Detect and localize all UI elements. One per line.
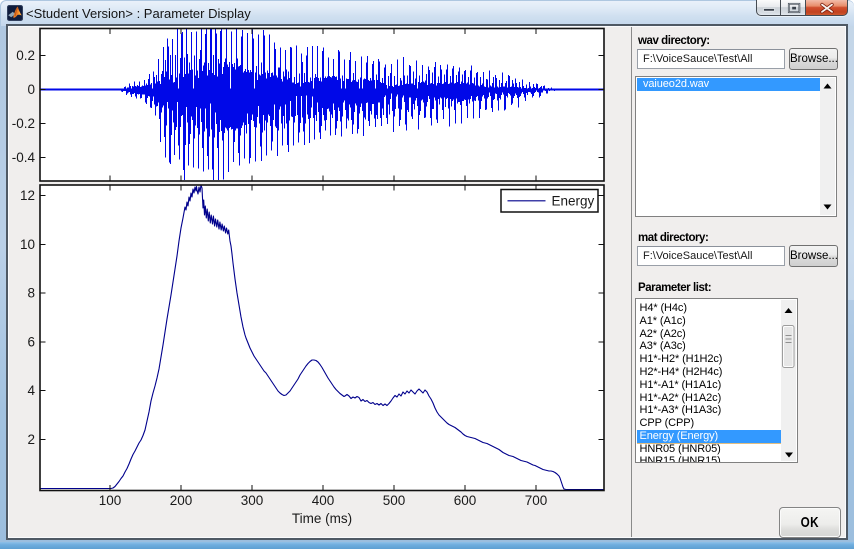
svg-text:Time (ms): Time (ms) xyxy=(292,511,352,526)
svg-text:400: 400 xyxy=(312,493,335,508)
svg-text:0: 0 xyxy=(27,82,35,97)
svg-text:10: 10 xyxy=(20,237,35,252)
svg-text:8: 8 xyxy=(27,286,35,301)
svg-text:500: 500 xyxy=(383,493,406,508)
svg-text:200: 200 xyxy=(170,493,193,508)
svg-text:0.2: 0.2 xyxy=(16,48,35,63)
svg-text:12: 12 xyxy=(20,188,35,203)
svg-text:Energy: Energy xyxy=(552,193,595,208)
svg-text:-0.4: -0.4 xyxy=(12,150,36,165)
svg-text:300: 300 xyxy=(241,493,264,508)
svg-text:6: 6 xyxy=(27,335,35,350)
svg-text:700: 700 xyxy=(525,493,548,508)
svg-text:100: 100 xyxy=(99,493,122,508)
svg-text:-0.2: -0.2 xyxy=(12,116,35,131)
svg-text:2: 2 xyxy=(27,432,35,447)
svg-text:4: 4 xyxy=(27,383,35,398)
svg-text:600: 600 xyxy=(454,493,477,508)
